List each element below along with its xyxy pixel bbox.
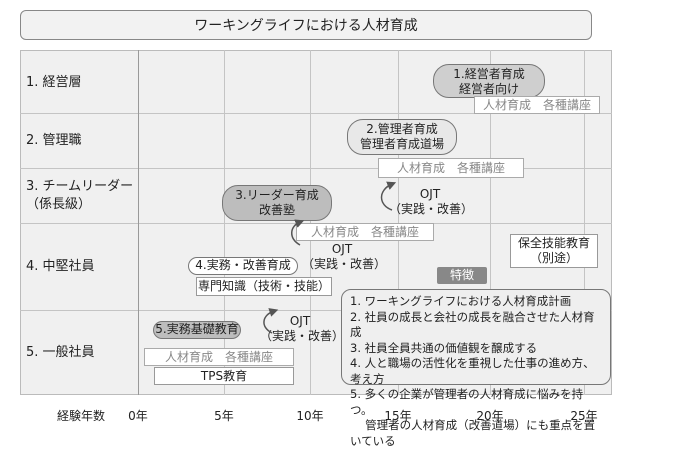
row-label-executive: 1. 経営層 bbox=[26, 75, 82, 90]
feature-item: 3. 社員全員共通の価値観を醸成する bbox=[350, 340, 538, 355]
features-label: 特徴 bbox=[437, 267, 487, 284]
axis-tick: 5年 bbox=[214, 409, 234, 423]
pill-subtitle: 経営者向け bbox=[458, 82, 519, 96]
axis-tick: 20年 bbox=[476, 409, 504, 423]
tps-training-box: TPS教育 bbox=[154, 367, 294, 385]
pill-title: 1.経営者育成 bbox=[453, 67, 525, 81]
practical-training-pill: 4.実務・改善育成 bbox=[188, 257, 298, 275]
executive-training-pill: 1.経営者育成 経営者向け bbox=[433, 64, 545, 98]
row-divider bbox=[20, 168, 612, 169]
pill-title: 2.管理者育成 bbox=[366, 122, 438, 136]
axis-label: 経験年数 bbox=[56, 409, 105, 423]
feature-item: 2. 社員の成長と会社の成長を融合させた人材育成 bbox=[350, 309, 595, 340]
training-courses-box-leader: 人材育成 各種講座 bbox=[296, 223, 434, 241]
row-label-manager: 2. 管理職 bbox=[26, 132, 82, 148]
specialist-knowledge-box: 専門知識（技術・技能） bbox=[196, 277, 332, 296]
diagram-title: ワーキングライフにおける人材育成 bbox=[20, 10, 592, 40]
feature-item: 管理者の人材育成（改善道場）にも重点を置いている bbox=[350, 418, 596, 448]
ojt-label-leader: OJT （実践・改善） bbox=[389, 187, 474, 217]
pill-title: 3.リーダー育成 bbox=[235, 188, 319, 202]
pill-title: 4.実務・改善育成 bbox=[195, 258, 291, 272]
maintenance-title: 保全技能教育 bbox=[517, 236, 590, 250]
grid-line bbox=[398, 50, 399, 395]
grid-line bbox=[224, 50, 225, 395]
features-panel: 1. ワーキングライフにおける人材育成計画 2. 社員の成長と会社の成長を融合さ… bbox=[341, 289, 611, 448]
ojt-title: OJT bbox=[419, 187, 441, 201]
row-label-team-leader: 3. チームリーダー （係長級） bbox=[26, 178, 134, 212]
ojt-subtitle: （実践・改善） bbox=[260, 329, 345, 343]
manager-training-pill: 2.管理者育成 管理者育成道場 bbox=[347, 119, 457, 155]
ojt-title: OJT bbox=[331, 242, 353, 256]
axis-tick: 15年 bbox=[384, 409, 412, 423]
basic-training-pill: 5.実務基礎教育 bbox=[153, 321, 241, 339]
grid-line bbox=[584, 50, 585, 395]
arrow-icon bbox=[263, 308, 279, 334]
arrow-icon bbox=[380, 181, 397, 211]
maintenance-note: （別途） bbox=[529, 251, 578, 265]
ojt-title: OJT bbox=[289, 314, 311, 328]
axis-tick: 25年 bbox=[570, 409, 598, 423]
pill-subtitle: 管理者育成道場 bbox=[359, 137, 444, 151]
row-label-general-staff: 5. 一般社員 bbox=[26, 344, 95, 360]
arrow-icon bbox=[291, 219, 305, 246]
maintenance-skills-box: 保全技能教育 （別途） bbox=[510, 234, 598, 268]
ojt-subtitle: （実践・改善） bbox=[302, 257, 387, 271]
ojt-label-general: OJT （実践・改善） bbox=[260, 314, 345, 344]
row-divider bbox=[20, 113, 612, 114]
training-courses-box-general: 人材育成 各種講座 bbox=[144, 348, 294, 366]
training-courses-box-manager: 人材育成 各種講座 bbox=[378, 158, 524, 178]
grid-line bbox=[490, 50, 491, 395]
row-divider bbox=[20, 310, 612, 311]
feature-item: 1. ワーキングライフにおける人材育成計画 bbox=[350, 294, 572, 308]
label-column-divider bbox=[138, 50, 139, 395]
pill-title: 5.実務基礎教育 bbox=[155, 322, 239, 336]
training-courses-box-executive: 人材育成 各種講座 bbox=[474, 96, 600, 114]
ojt-label-mid-level: OJT （実践・改善） bbox=[302, 242, 387, 272]
grid-line bbox=[310, 50, 311, 395]
feature-item: 5. 多くの企業が管理者の人材育成に悩みを持つ。 bbox=[350, 387, 584, 417]
row-label-mid-level: 4. 中堅社員 bbox=[26, 258, 95, 274]
feature-item: 4. 人と職場の活性化を重視した仕事の進め方、考え方 bbox=[350, 356, 595, 386]
axis-tick: 0年 bbox=[128, 409, 148, 423]
pill-subtitle: 改善塾 bbox=[258, 203, 295, 217]
leader-training-pill: 3.リーダー育成 改善塾 bbox=[222, 185, 332, 221]
axis-tick: 10年 bbox=[296, 409, 324, 423]
ojt-subtitle: （実践・改善） bbox=[389, 202, 474, 216]
